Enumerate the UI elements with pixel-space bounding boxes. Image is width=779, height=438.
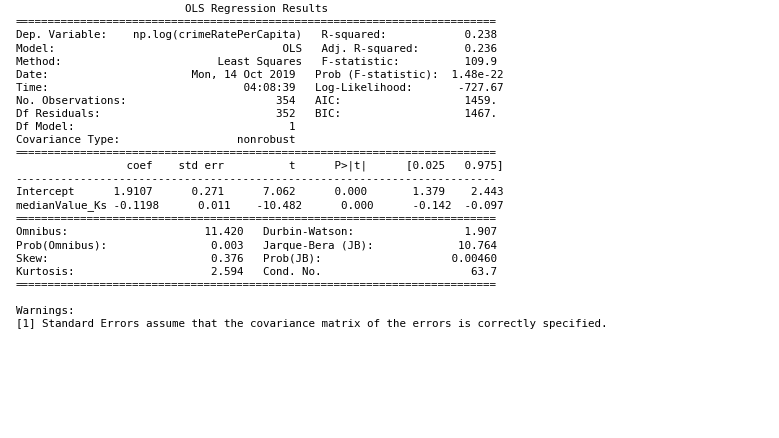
Text: OLS Regression Results                          
===============================: OLS Regression Results =================… xyxy=(16,4,607,329)
